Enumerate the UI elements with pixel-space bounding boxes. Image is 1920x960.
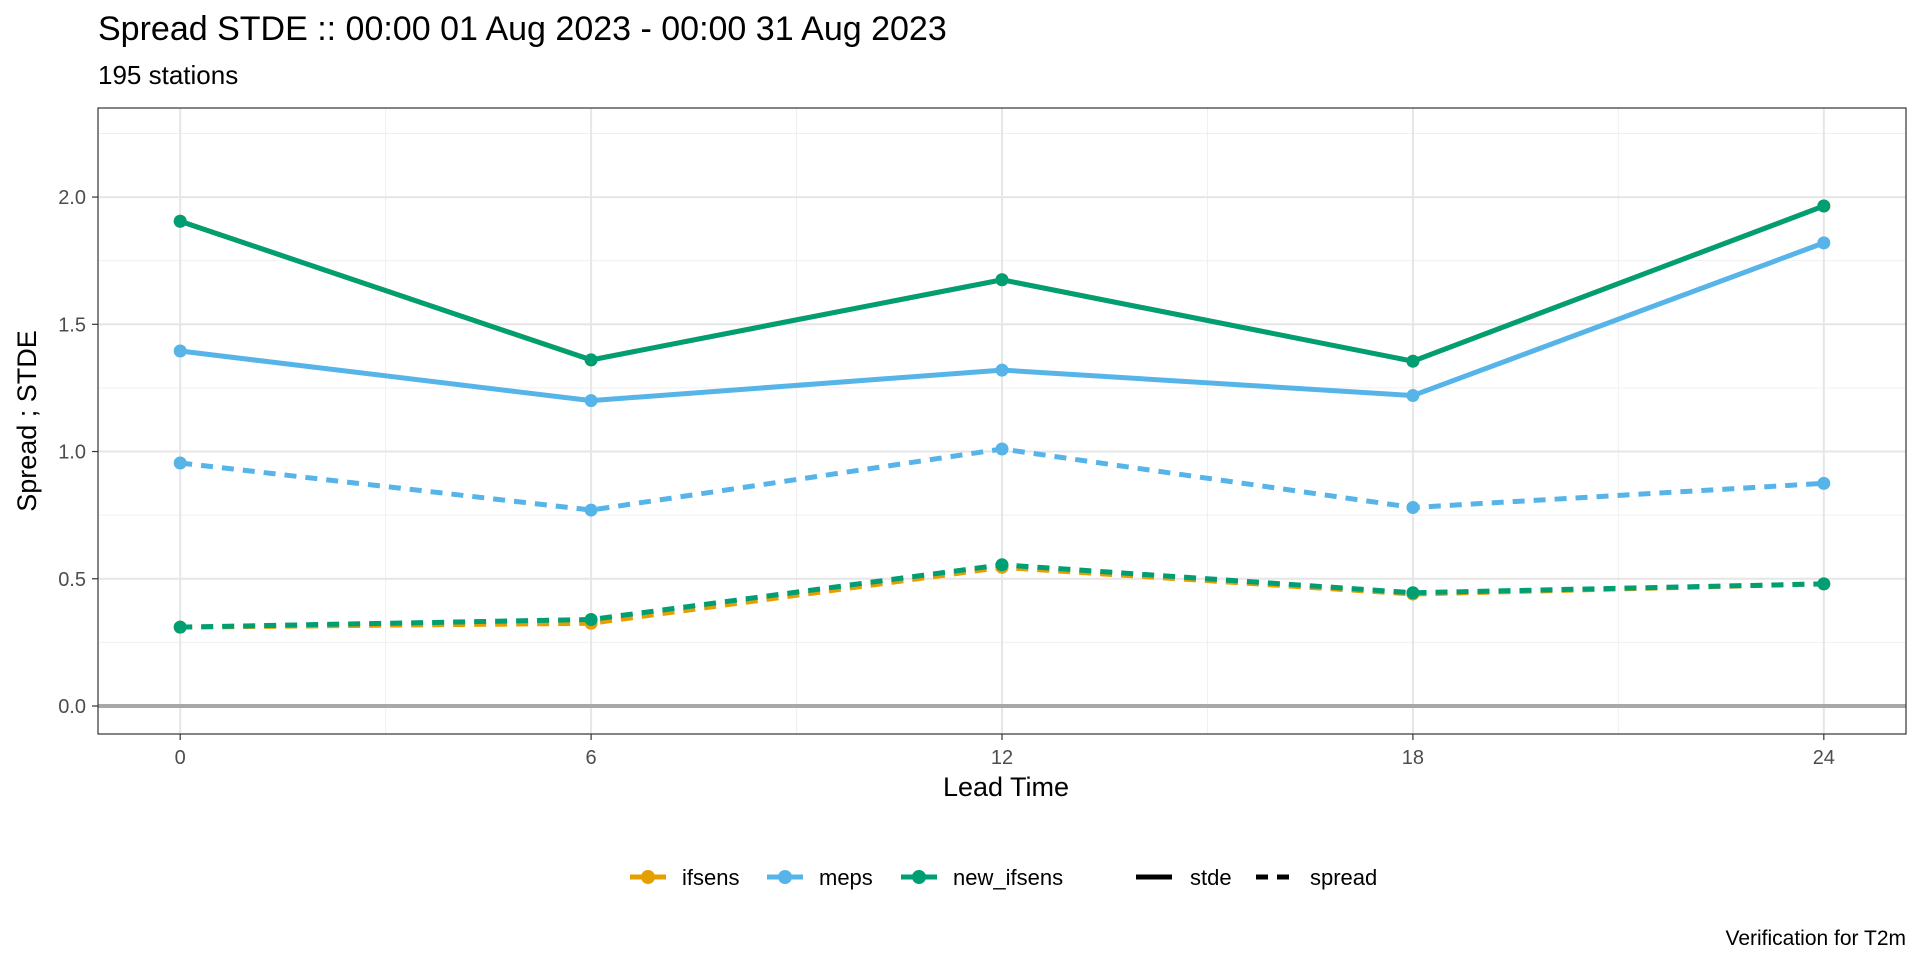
- legend-label: stde: [1190, 865, 1232, 890]
- data-point-meps-spread: [584, 503, 598, 517]
- x-tick-label: 18: [1402, 747, 1424, 769]
- legend-key-point: [641, 870, 655, 884]
- grid: [98, 108, 1906, 734]
- legend-key-point: [912, 870, 926, 884]
- y-axis-label: Spread ; STDE: [12, 330, 42, 512]
- legend-item-meps: meps: [767, 865, 873, 890]
- data-point-new_ifsens-spread: [995, 558, 1009, 572]
- legend-key-point: [778, 870, 792, 884]
- data-point-new_ifsens-stde: [584, 353, 598, 367]
- data-point-new_ifsens-spread: [1817, 577, 1831, 591]
- legend-item-stde: stde: [1136, 865, 1232, 890]
- data-point-new_ifsens-stde: [995, 273, 1009, 287]
- legend-item-spread: spread: [1256, 865, 1377, 890]
- legend: ifsens meps new_ifsens stde spread: [630, 865, 1377, 890]
- x-axis: 0 6 12 18 24: [175, 734, 1835, 769]
- chart-caption: Verification for T2m: [1725, 927, 1906, 950]
- data-point-meps-stde: [1406, 389, 1420, 403]
- data-point-new_ifsens-spread: [173, 620, 187, 634]
- legend-item-new_ifsens: new_ifsens: [901, 865, 1063, 890]
- data-point-meps-spread: [1406, 501, 1420, 515]
- y-tick-label: 0.0: [58, 696, 86, 718]
- y-tick-label: 0.5: [58, 569, 86, 591]
- data-point-meps-stde: [584, 394, 598, 408]
- legend-item-ifsens: ifsens: [630, 865, 739, 890]
- x-axis-label: Lead Time: [943, 772, 1069, 802]
- y-tick-label: 1.0: [58, 442, 86, 464]
- x-tick-label: 0: [175, 747, 186, 769]
- y-tick-label: 2.0: [58, 187, 86, 209]
- x-tick-label: 24: [1813, 747, 1835, 769]
- data-point-new_ifsens-spread: [1406, 586, 1420, 600]
- data-point-new_ifsens-stde: [173, 214, 187, 228]
- data-point-meps-spread: [1817, 476, 1831, 490]
- legend-label: ifsens: [682, 865, 739, 890]
- data-point-meps-spread: [995, 442, 1009, 456]
- data-point-meps-spread: [173, 456, 187, 470]
- x-tick-label: 6: [586, 747, 597, 769]
- chart-title: Spread STDE :: 00:00 01 Aug 2023 - 00:00…: [98, 10, 947, 48]
- y-axis: 0.0 0.5 1.0 1.5 2.0: [58, 187, 98, 718]
- data-point-new_ifsens-stde: [1406, 354, 1420, 368]
- legend-label: meps: [819, 865, 873, 890]
- legend-label: new_ifsens: [953, 865, 1063, 890]
- chart-subtitle: 195 stations: [98, 60, 238, 90]
- data-point-meps-stde: [1817, 236, 1831, 250]
- data-point-meps-stde: [173, 344, 187, 358]
- data-point-new_ifsens-stde: [1817, 199, 1831, 213]
- series-group: [173, 199, 1831, 634]
- data-point-meps-stde: [995, 363, 1009, 377]
- legend-label: spread: [1310, 865, 1377, 890]
- y-tick-label: 1.5: [58, 314, 86, 336]
- x-tick-label: 12: [991, 747, 1013, 769]
- data-point-new_ifsens-spread: [584, 612, 598, 626]
